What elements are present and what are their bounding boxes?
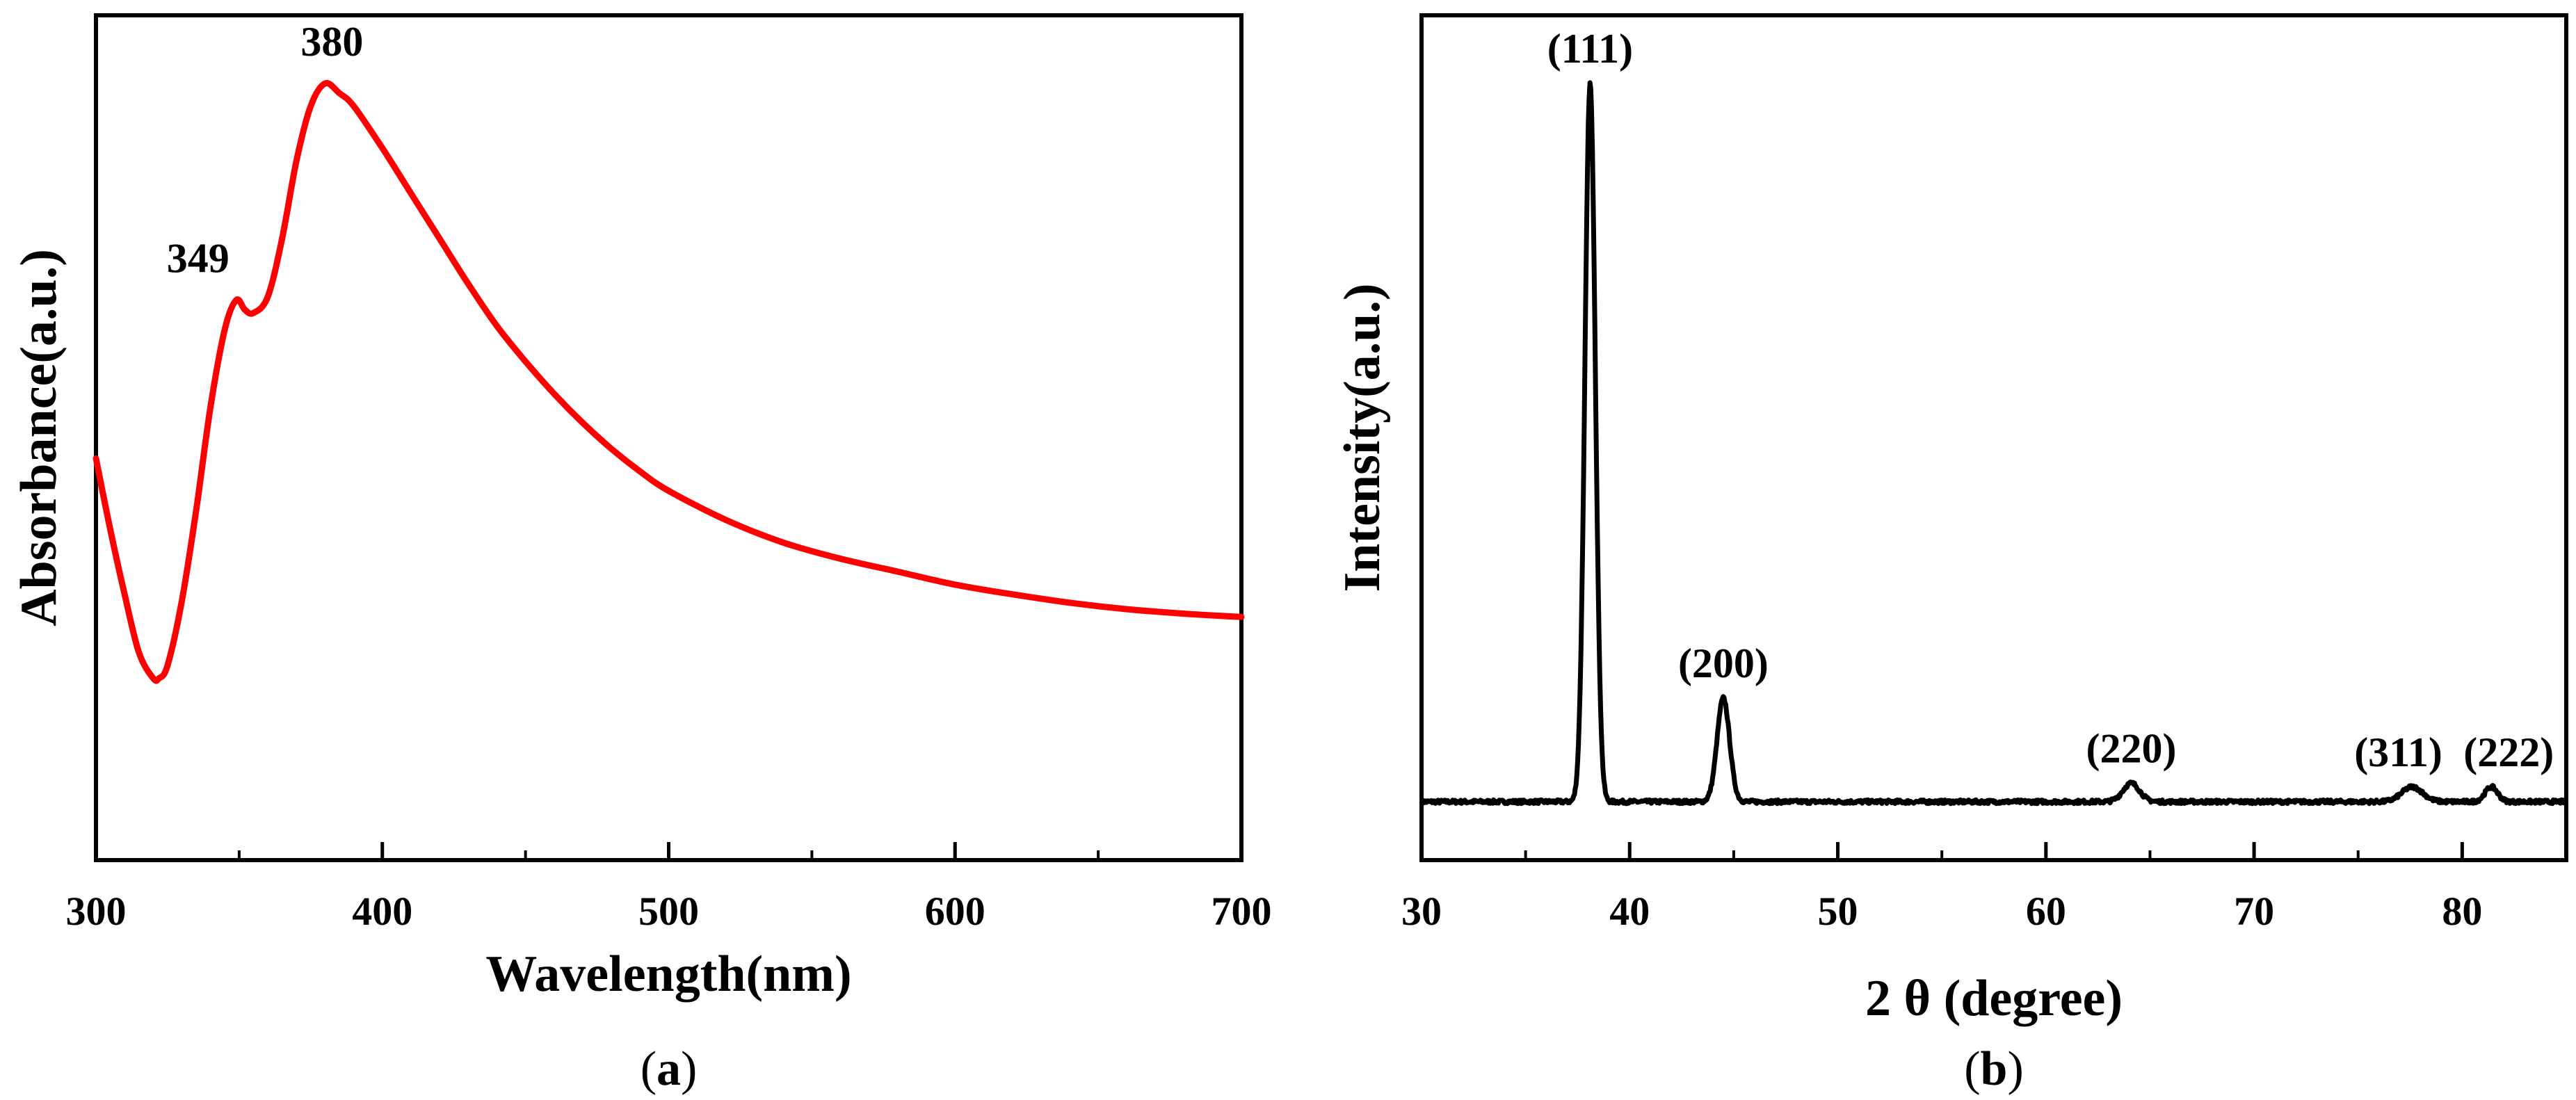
y-axis-title: Absorbance(a.u.) <box>10 249 67 626</box>
x-tick-label: 50 <box>1818 889 1858 934</box>
x-axis-title: 2 θ (degree) <box>1865 970 2123 1027</box>
y-axis-title: Intensity(a.u.) <box>1334 283 1391 592</box>
x-tick-label: 700 <box>1211 889 1272 934</box>
peak-label: (222) <box>2463 729 2554 775</box>
panel-b: 30 40 50 60 70 80 2 θ (degree) Intensity(a.u.) (… <box>1334 13 2568 1096</box>
x-tick-label: 60 <box>2026 889 2066 934</box>
x-tick-label: 40 <box>1609 889 1650 934</box>
x-tick-label: 30 <box>1401 889 1442 934</box>
x-tick-label: 70 <box>2234 889 2274 934</box>
caption-letter: a <box>657 1042 681 1096</box>
peak-label: (200) <box>1678 640 1769 686</box>
peak-annotation: 349 <box>167 236 230 282</box>
x-tick-label: 400 <box>352 889 412 934</box>
plot-frame <box>1419 13 2568 862</box>
panel-a: 300 400 500 600 700 Wavelength(nm) Absorbance(… <box>10 13 1272 1096</box>
caption-paren: ) <box>681 1042 697 1096</box>
caption-paren: ) <box>2007 1042 2023 1096</box>
caption-paren: ( <box>641 1042 657 1096</box>
x-tick-label: 80 <box>2442 889 2482 934</box>
plot-frame <box>94 13 1243 862</box>
peak-annotation: 380 <box>300 19 363 65</box>
panel-caption: (a) <box>641 1042 698 1096</box>
peak-label: (111) <box>1547 26 1633 72</box>
x-tick-label: 500 <box>638 889 699 934</box>
caption-paren: ( <box>1964 1042 1980 1096</box>
caption-letter: b <box>1981 1042 2008 1096</box>
x-axis-title: Wavelength(nm) <box>485 946 851 1003</box>
xrd-series-line <box>1419 80 2568 807</box>
x-tick-label: 300 <box>66 889 127 934</box>
peak-label: (220) <box>2086 725 2177 771</box>
panel-caption: (b) <box>1964 1042 2024 1096</box>
x-tick-label: 600 <box>925 889 985 934</box>
absorbance-series-line <box>92 80 1245 684</box>
peak-label: (311) <box>2354 729 2442 775</box>
